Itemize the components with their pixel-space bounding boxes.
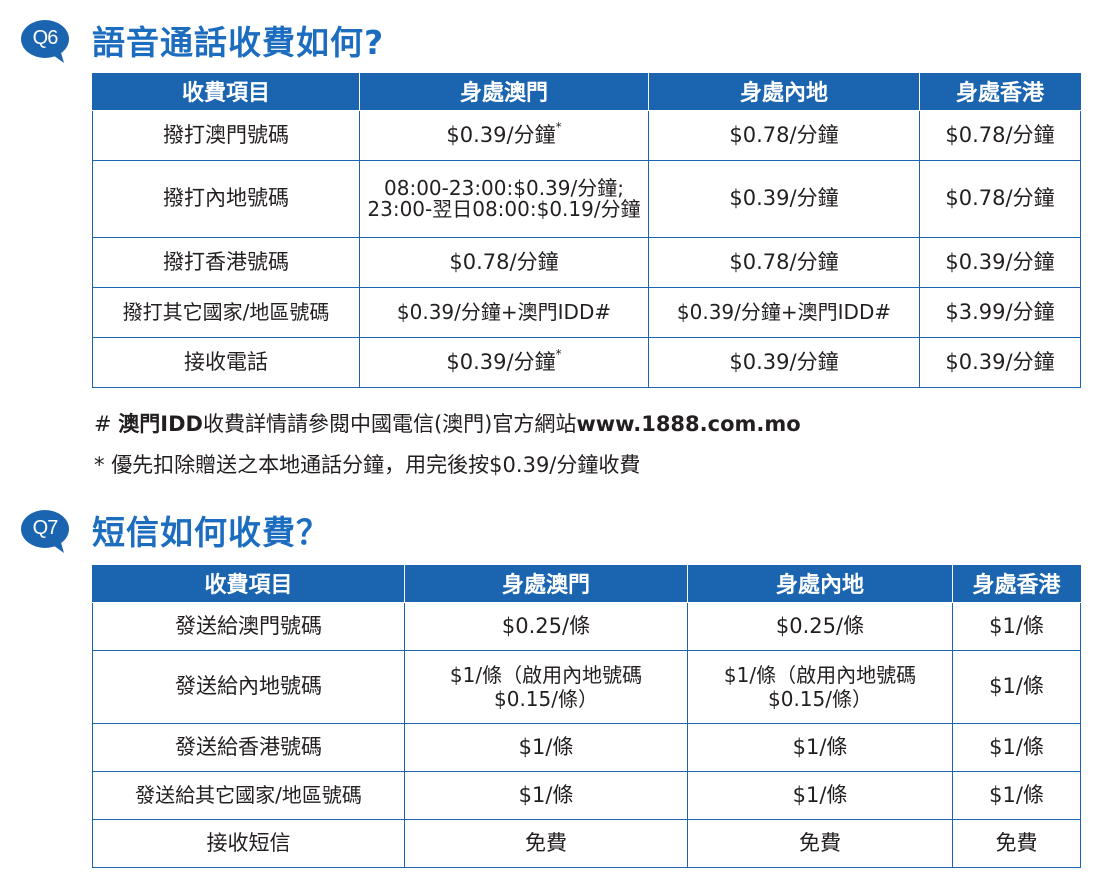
q7-header: Q7 短信如何收費？ [20, 506, 330, 554]
rate-macau: $0.39/分鐘* [359, 109, 649, 161]
note-text: 優先扣除贈送之本地通話分鐘，用完後按$0.39/分鐘收費 [111, 453, 641, 477]
header-macau: 身處澳門 [404, 565, 688, 603]
table-row: 發送給其它國家/地區號碼 $1/條 $1/條 $1/條 [92, 770, 1081, 820]
table-row: 撥打香港號碼 $0.78/分鐘 $0.78/分鐘 $0.39/分鐘 [92, 236, 1081, 288]
rate-mainland: $0.39/分鐘 [648, 159, 920, 238]
header-item: 收費項目 [92, 565, 405, 603]
q7-title: 短信如何收費？ [92, 513, 330, 552]
rate-mainland: $1/條 [687, 722, 953, 772]
rate-mainland: $0.39/分鐘+澳門IDD# [648, 286, 920, 338]
note-text: 收費詳情請參閱中國電信(澳門)官方網站 [202, 412, 577, 436]
website-link[interactable]: www.1888.com.mo [576, 412, 801, 436]
q6-badge-label: Q6 [32, 27, 59, 49]
rate-mainland: $0.39/分鐘 [648, 336, 920, 388]
rate-macau: $1/條（啟用內地號碼 $0.15/條） [404, 649, 688, 724]
speech-bubble-icon: Q7 [20, 509, 70, 553]
rate-macau: 08:00-23:00:$0.39/分鐘; 23:00-翌日08:00:$0.1… [359, 159, 649, 238]
rate-hk: $0.39/分鐘 [919, 336, 1081, 388]
note-mark: # [94, 412, 112, 436]
rate-hk: $0.78/分鐘 [919, 109, 1081, 161]
rate-hk: 免費 [952, 818, 1081, 868]
q6-title: 語音通話收費如何? [92, 23, 385, 62]
header-hk: 身處香港 [952, 565, 1081, 603]
rate-mainland: $0.78/分鐘 [648, 109, 920, 161]
rate-macau: $0.39/分鐘+澳門IDD# [359, 286, 649, 338]
row-item: 接收電話 [92, 336, 360, 388]
table-row: 接收電話 $0.39/分鐘* $0.39/分鐘 $0.39/分鐘 [92, 336, 1081, 388]
row-item: 撥打內地號碼 [92, 159, 360, 238]
speech-bubble-icon: Q6 [20, 19, 70, 63]
rate-macau: $0.39/分鐘* [359, 336, 649, 388]
table-row: 發送給內地號碼 $1/條（啟用內地號碼 $0.15/條） $1/條（啟用內地號碼… [92, 649, 1081, 724]
table-row: 撥打澳門號碼 $0.39/分鐘* $0.78/分鐘 $0.78/分鐘 [92, 109, 1081, 161]
row-item: 發送給其它國家/地區號碼 [92, 770, 405, 820]
q7-badge-label: Q7 [32, 517, 59, 539]
idd-note: # 澳門IDD收費詳情請參閱中國電信(澳門)官方網站www.1888.com.m… [94, 408, 801, 438]
rate-hk: $1/條 [952, 601, 1081, 651]
note-idd: 澳門IDD [118, 412, 203, 436]
header-item: 收費項目 [92, 73, 360, 111]
table-header-row: 收費項目 身處澳門 身處內地 身處香港 [92, 565, 1081, 603]
table-header-row: 收費項目 身處澳門 身處內地 身處香港 [92, 73, 1081, 111]
table-row: 發送給香港號碼 $1/條 $1/條 $1/條 [92, 722, 1081, 772]
rate-hk: $3.99/分鐘 [919, 286, 1081, 338]
rate-hk: $1/條 [952, 649, 1081, 724]
table-row: 撥打其它國家/地區號碼 $0.39/分鐘+澳門IDD# $0.39/分鐘+澳門I… [92, 286, 1081, 338]
row-item: 發送給澳門號碼 [92, 601, 405, 651]
voice-rates-table: 收費項目 身處澳門 身處內地 身處香港 撥打澳門號碼 $0.39/分鐘* $0.… [92, 73, 1081, 388]
rate-mainland: $1/條 [687, 770, 953, 820]
rate-macau: 免費 [404, 818, 688, 868]
header-macau: 身處澳門 [359, 73, 649, 111]
rate-macau: $0.25/條 [404, 601, 688, 651]
header-hk: 身處香港 [919, 73, 1081, 111]
rate-hk: $0.39/分鐘 [919, 236, 1081, 288]
rate-hk: $1/條 [952, 770, 1081, 820]
rate-macau: $0.78/分鐘 [359, 236, 649, 288]
table-row: 撥打內地號碼 08:00-23:00:$0.39/分鐘; 23:00-翌日08:… [92, 159, 1081, 238]
note-mark: * [94, 453, 105, 477]
rate-mainland: $0.78/分鐘 [648, 236, 920, 288]
rate-macau: $1/條 [404, 722, 688, 772]
row-item: 接收短信 [92, 818, 405, 868]
rate-mainland: 免費 [687, 818, 953, 868]
row-item: 發送給內地號碼 [92, 649, 405, 724]
row-item: 撥打香港號碼 [92, 236, 360, 288]
rate-macau: $1/條 [404, 770, 688, 820]
rate-mainland: $1/條（啟用內地號碼 $0.15/條） [687, 649, 953, 724]
header-mainland: 身處內地 [687, 565, 953, 603]
rate-hk: $1/條 [952, 722, 1081, 772]
local-minutes-note: * 優先扣除贈送之本地通話分鐘，用完後按$0.39/分鐘收費 [94, 449, 640, 479]
sms-rates-table: 收費項目 身處澳門 身處內地 身處香港 發送給澳門號碼 $0.25/條 $0.2… [92, 565, 1081, 868]
q6-header: Q6 語音通話收費如何? [20, 16, 384, 64]
rate-hk: $0.78/分鐘 [919, 159, 1081, 238]
row-item: 發送給香港號碼 [92, 722, 405, 772]
table-row: 接收短信 免費 免費 免費 [92, 818, 1081, 868]
rate-mainland: $0.25/條 [687, 601, 953, 651]
row-item: 撥打其它國家/地區號碼 [92, 286, 360, 338]
table-row: 發送給澳門號碼 $0.25/條 $0.25/條 $1/條 [92, 601, 1081, 651]
header-mainland: 身處內地 [648, 73, 920, 111]
row-item: 撥打澳門號碼 [92, 109, 360, 161]
